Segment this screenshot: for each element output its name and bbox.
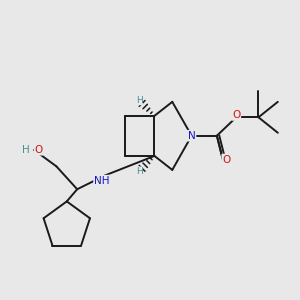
Text: O: O: [222, 154, 230, 164]
Text: NH: NH: [94, 176, 110, 186]
Text: H: H: [136, 96, 142, 105]
Text: H: H: [22, 145, 30, 155]
Text: N: N: [188, 131, 196, 141]
Text: O: O: [34, 145, 43, 155]
Text: O: O: [232, 110, 240, 120]
Text: H: H: [136, 167, 142, 176]
